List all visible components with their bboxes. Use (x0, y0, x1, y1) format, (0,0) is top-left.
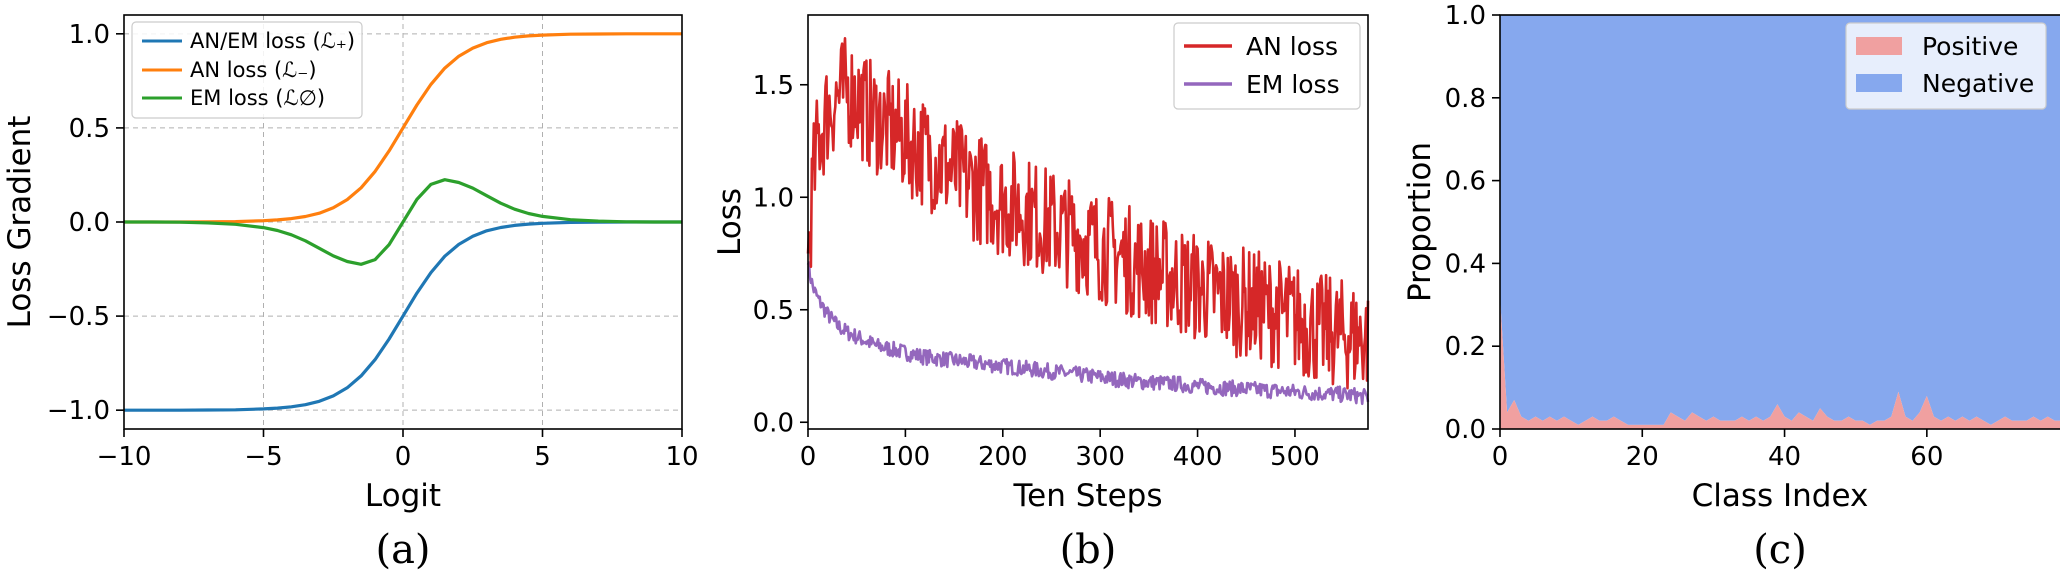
b-x-tick-label: 200 (978, 442, 1028, 472)
b-y-tick-label: 1.0 (753, 183, 794, 213)
a-y-axis-label: Loss Gradient (2, 116, 38, 329)
a-legend-label-em: EM loss (ℒ∅) (190, 86, 325, 110)
a-series-em-line (124, 178, 682, 266)
b-x-tick-label: 500 (1270, 442, 1320, 472)
b-axes-frame (807, 14, 1369, 430)
panel-c-caption: (c) (1753, 527, 1807, 573)
b-legend-label-an: AN loss (1246, 32, 1338, 61)
c-x-tick-label: 60 (1910, 442, 1943, 472)
a-y-ticks: −1.0 −0.5 0.0 0.5 1.0 (47, 20, 124, 426)
c-y-tick-label: 0.0 (1445, 415, 1486, 445)
a-legend-label-an-em: AN/EM loss (ℒ₊) (190, 29, 355, 53)
c-y-tick-label: 0.2 (1445, 332, 1486, 362)
b-y-ticks: 0.0 0.5 1.0 1.5 (753, 71, 808, 438)
c-y-tick-label: 1.0 (1445, 1, 1486, 31)
c-x-tick-label: 40 (1768, 442, 1801, 472)
panel-a-caption: (a) (375, 527, 430, 573)
c-stacked-areas (1500, 15, 2060, 429)
b-y-tick-label: 0.0 (753, 408, 794, 438)
c-x-ticks: 0 20 40 60 (1492, 429, 1943, 472)
a-y-tick-label: 0.5 (69, 114, 110, 144)
a-x-tick-label: 10 (665, 442, 698, 472)
c-y-axis-label: Proportion (1402, 142, 1438, 302)
a-series-an-em-line (124, 220, 682, 412)
a-series-lines (124, 32, 682, 412)
b-y-tick-label: 0.5 (753, 296, 794, 326)
b-series-an-line (806, 37, 1370, 390)
c-y-tick-label: 0.6 (1445, 167, 1486, 197)
a-x-tick-label: 5 (534, 442, 551, 472)
panel-a-chart: −10 −5 0 5 10 −1.0 −0.5 0.0 0.5 1.0 Logit Loss G… (2, 14, 699, 573)
b-x-tick-label: 0 (800, 442, 817, 472)
a-y-tick-label: −0.5 (47, 302, 110, 332)
c-x-axis-label: Class Index (1692, 478, 1869, 514)
b-y-tick-label: 1.5 (753, 71, 794, 101)
panel-c-chart: 0 20 40 60 0.0 0.2 0.4 0.6 0.8 1.0 Class Index P… (1402, 1, 2060, 573)
b-y-axis-label: Loss (712, 188, 748, 256)
panel-b-caption: (b) (1060, 527, 1117, 573)
b-legend-label-em: EM loss (1246, 70, 1340, 99)
c-negative-area (1500, 15, 2060, 425)
a-legend-box (131, 21, 363, 119)
c-y-tick-label: 0.4 (1445, 249, 1486, 279)
c-y-tick-label: 0.8 (1445, 84, 1486, 114)
a-y-tick-label: 1.0 (69, 20, 110, 50)
c-legend-label-positive: Positive (1922, 32, 2018, 61)
b-x-ticks: 0 100 200 300 400 500 (800, 429, 1320, 472)
b-x-tick-label: 100 (881, 442, 931, 472)
b-x-tick-label: 300 (1075, 442, 1125, 472)
c-y-ticks: 0.0 0.2 0.4 0.6 0.8 1.0 (1445, 1, 1500, 445)
a-x-tick-label: 0 (395, 442, 412, 472)
b-series-lines (806, 37, 1370, 406)
c-legend-label-negative: Negative (1922, 69, 2034, 98)
panel-b-chart: 0 100 200 300 400 500 0.00.51.01.5 Ten Steps … (712, 14, 1370, 573)
c-axes-frame (1499, 14, 2060, 430)
a-y-tick-label: −1.0 (47, 396, 110, 426)
c-legend: Positive Negative (1845, 22, 2047, 110)
a-x-ticks: −10 −5 0 5 10 (97, 429, 699, 472)
a-y-tick-label: 0.0 (69, 208, 110, 238)
a-legend-label-an: AN loss (ℒ₋) (190, 58, 317, 82)
a-x-tick-label: −5 (244, 442, 282, 472)
b-series-em-line (806, 261, 1370, 406)
a-x-axis-label: Logit (365, 478, 441, 514)
a-x-tick-label: −10 (97, 442, 152, 472)
c-legend-swatch-negative (1856, 74, 1902, 92)
b-legend: AN loss EM loss (1173, 22, 1361, 110)
c-x-tick-label: 0 (1492, 442, 1509, 472)
a-legend: AN/EM loss (ℒ₊) AN loss (ℒ₋) EM loss (ℒ∅… (131, 21, 363, 119)
c-legend-swatch-positive (1856, 37, 1902, 55)
a-series-an-line (124, 32, 682, 224)
b-x-tick-label: 400 (1173, 442, 1223, 472)
b-x-axis-label: Ten Steps (1013, 478, 1163, 514)
c-x-tick-label: 20 (1626, 442, 1659, 472)
